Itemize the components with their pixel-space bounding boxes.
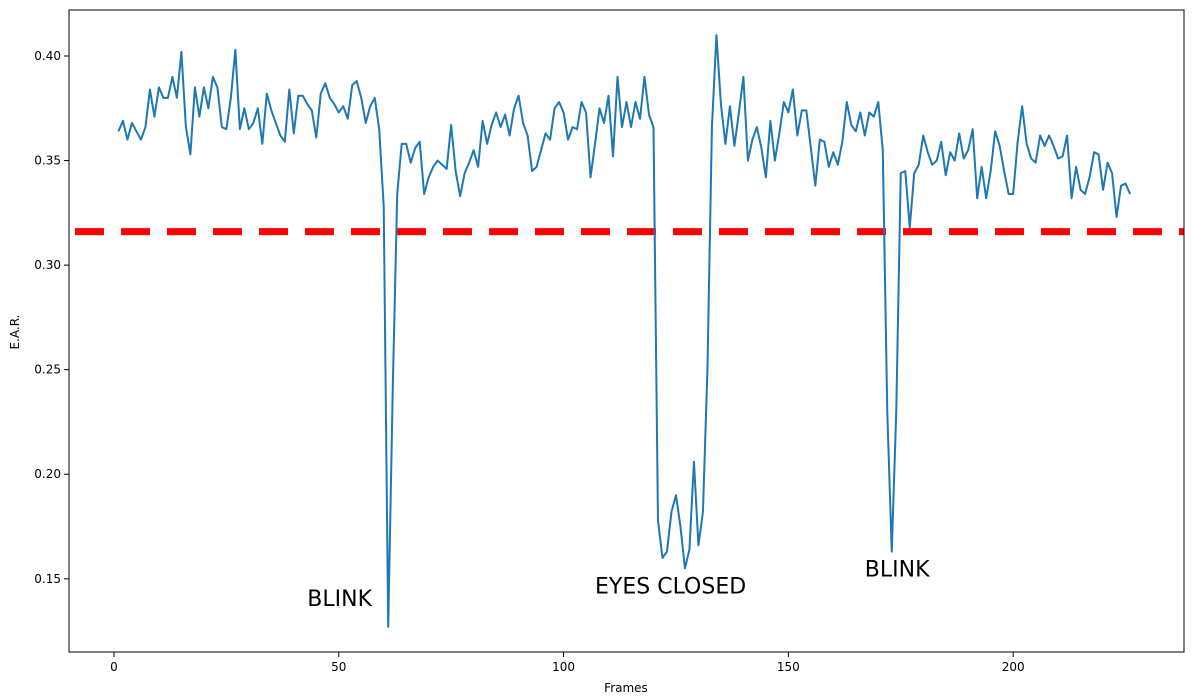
annotation-2: BLINK [865, 558, 930, 583]
series-line-0 [117, 34, 1131, 628]
y-tick-label-4: 0.35 [34, 154, 61, 168]
x-tick-label-2: 100 [552, 660, 575, 674]
annotation-1: EYES CLOSED [595, 574, 746, 599]
x-axis-label: Frames [604, 681, 648, 695]
series-layer [117, 34, 1131, 628]
y-tick-label-3: 0.30 [34, 258, 61, 272]
y-tick-label-0: 0.15 [34, 572, 61, 586]
plot-frame [68, 9, 1185, 653]
y-tick-label-5: 0.40 [34, 49, 61, 63]
x-tick-label-1: 50 [331, 660, 346, 674]
y-tick-label-2: 0.25 [34, 363, 61, 377]
x-tick-label-0: 0 [110, 660, 118, 674]
annotation-0: BLINK [307, 587, 372, 612]
y-axis-label: E.A.R. [8, 315, 22, 350]
annotation-layer: BLINK EYES CLOSED BLINK [307, 558, 930, 612]
x-tick-label-4: 200 [1002, 660, 1025, 674]
axes: 0 50 100 150 200 0.15 0.20 0.25 0.30 0.35 0.40 [34, 9, 1185, 674]
x-tick-label-3: 150 [777, 660, 800, 674]
y-tick-label-1: 0.20 [34, 467, 61, 481]
